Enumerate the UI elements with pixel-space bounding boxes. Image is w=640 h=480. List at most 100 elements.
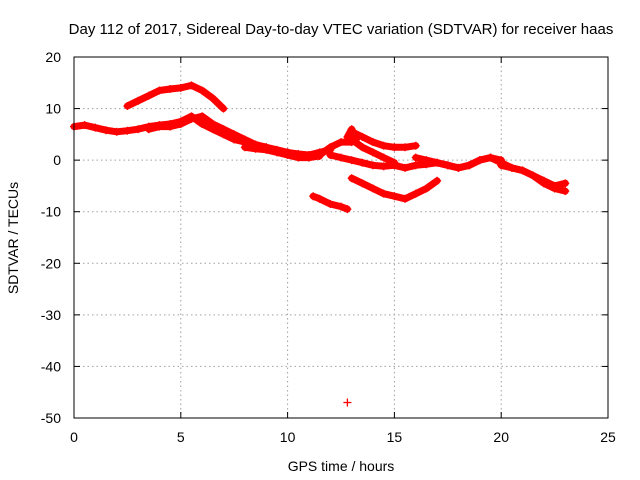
data-point	[561, 187, 570, 196]
series-lower-arc	[347, 174, 442, 203]
data-point	[326, 199, 335, 208]
y-tick-label: -10	[41, 204, 61, 220]
series-track-16-19h	[411, 153, 506, 172]
y-tick-label: -40	[41, 358, 61, 374]
data-point	[304, 153, 313, 162]
data-point	[465, 161, 474, 170]
data-point	[369, 184, 378, 193]
data-point	[166, 84, 175, 93]
data-point	[475, 156, 484, 165]
data-point	[411, 189, 420, 198]
series-track-20-23h	[497, 161, 570, 196]
data-point	[337, 138, 345, 147]
chart-title: Day 112 of 2017, Sidereal Day-to-day VTE…	[69, 21, 614, 38]
data-point	[80, 121, 89, 130]
data-point	[315, 194, 324, 203]
data-point	[134, 96, 143, 105]
series-line-arc-3-7h	[123, 81, 227, 113]
data-point	[176, 83, 185, 92]
data-point	[144, 125, 153, 134]
data-point	[390, 192, 399, 201]
data-point	[358, 158, 367, 167]
x-tick-label: 25	[600, 429, 616, 445]
data-point	[358, 132, 367, 141]
data-point	[315, 150, 324, 159]
data-point	[539, 179, 548, 188]
x-tick-label: 10	[280, 429, 296, 445]
series-upper-13-16h	[347, 127, 420, 152]
data-point	[347, 174, 356, 183]
data-point	[123, 126, 132, 135]
data-point	[219, 125, 228, 134]
grid-lines	[74, 57, 608, 418]
data-point	[123, 101, 132, 110]
x-tick-label: 20	[493, 429, 509, 445]
data-point	[166, 122, 175, 131]
data-point	[358, 179, 367, 188]
x-tick-label: 0	[70, 429, 78, 445]
data-point	[198, 120, 207, 129]
data-point	[401, 194, 410, 203]
data-point	[343, 398, 352, 407]
data-point	[369, 161, 378, 170]
data-point	[369, 148, 378, 157]
x-axis-label: GPS time / hours	[288, 458, 395, 474]
data-point	[347, 156, 356, 165]
data-point	[529, 171, 538, 180]
data-point	[240, 143, 249, 152]
data-point	[230, 130, 239, 139]
data-point	[379, 153, 388, 162]
data-point	[369, 138, 378, 147]
data-point	[198, 112, 207, 121]
data-point	[112, 127, 121, 136]
data-point	[102, 126, 111, 135]
data-point	[454, 163, 463, 172]
data-point	[518, 166, 527, 175]
data-point	[176, 120, 185, 129]
data-point	[262, 145, 271, 154]
data-point	[198, 86, 207, 95]
data-point	[337, 153, 345, 162]
series-drop-13-15h	[347, 135, 399, 167]
data-point	[486, 153, 495, 162]
data-point	[251, 144, 260, 153]
data-point	[309, 192, 318, 201]
data-point	[550, 184, 559, 193]
data-point	[326, 143, 335, 152]
data-point	[91, 123, 100, 132]
data-point	[411, 161, 420, 170]
data-point	[155, 86, 164, 95]
data-point	[507, 163, 516, 172]
data-point	[155, 122, 164, 131]
data-point	[144, 91, 153, 100]
data-point	[337, 202, 345, 211]
data-point	[411, 153, 420, 162]
data-point	[326, 150, 335, 159]
data-point	[422, 156, 431, 165]
data-point	[497, 161, 506, 170]
y-tick-label: 0	[53, 152, 61, 168]
y-tick-label: 10	[45, 101, 61, 117]
series-outlier	[343, 398, 352, 407]
data-point	[443, 161, 452, 170]
series-track-4-7h	[144, 112, 271, 152]
data-point	[422, 184, 431, 193]
data-point	[379, 162, 388, 171]
data-point	[390, 161, 399, 170]
data-point	[433, 158, 442, 167]
data-point	[219, 104, 228, 113]
data-point	[187, 114, 196, 123]
data-point	[283, 148, 292, 157]
data-point	[294, 150, 303, 159]
data-point	[411, 141, 420, 150]
data-point	[272, 148, 281, 157]
series-short-11-13h	[309, 192, 352, 214]
data-point	[347, 127, 356, 136]
data-point	[401, 143, 410, 152]
data-point	[379, 141, 388, 150]
data-point	[240, 135, 249, 144]
y-tick-label: 20	[45, 49, 61, 65]
y-tick-label: -30	[41, 307, 61, 323]
data-point	[401, 163, 410, 172]
data-point	[433, 176, 442, 185]
